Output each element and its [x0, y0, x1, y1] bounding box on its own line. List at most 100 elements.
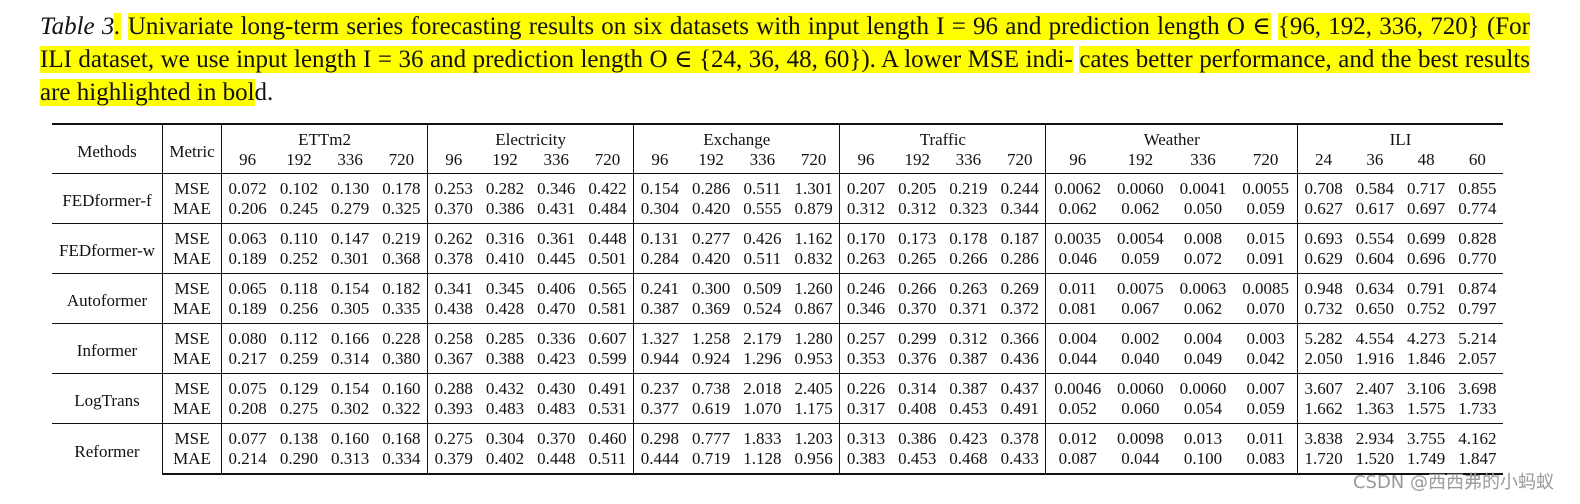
metric-label: MAE: [162, 298, 222, 324]
value-cell: 0.428: [485, 298, 525, 318]
value-cell: 0.627: [1296, 198, 1350, 224]
value-cell: 0.948: [1296, 273, 1350, 299]
value-cell: 0.012: [1045, 423, 1110, 449]
table-row-mae: MAE 0.214 0.290 0.313 0.334 0.379 0.402 0.448 0.…: [52, 448, 1503, 475]
value-cell: 1.070: [743, 398, 782, 418]
value-cell: 0.361: [530, 223, 582, 249]
value-cell: 3.698: [1451, 373, 1503, 399]
table-row-mae: MAE 0.206 0.245 0.279 0.325 0.370 0.386 0.431 0.…: [52, 198, 1503, 224]
value-cell: 0.436: [1000, 348, 1039, 368]
value-cell: 0.555: [743, 198, 782, 218]
value-cell: 0.206: [221, 198, 274, 224]
table-row-mae: MAE 0.189 0.252 0.301 0.368 0.378 0.410 0.445 0.…: [52, 248, 1503, 274]
method-group: Autoformer MSE 0.065 0.118 0.154 0.182 0.341 0.…: [52, 273, 1503, 324]
value-cell: 0.279: [331, 198, 370, 218]
value-cell: 0.075: [221, 373, 274, 399]
value-cell: 1.296: [743, 348, 782, 368]
value-cell: 0.062: [1183, 298, 1223, 318]
table-row-mse: Autoformer MSE 0.065 0.118 0.154 0.182 0.341 0.…: [52, 273, 1503, 324]
value-cell: 0.387: [949, 348, 988, 368]
value-cell: 0.453: [949, 398, 988, 418]
value-cell: 0.189: [221, 298, 274, 324]
value-cell: 0.0063: [1171, 273, 1235, 299]
value-cell: 0.336: [530, 323, 582, 349]
value-cell: 0.256: [279, 298, 319, 318]
value-cell: 0.059: [1246, 198, 1285, 218]
value-cell: 0.406: [530, 273, 582, 299]
value-cell: 0.067: [1121, 298, 1160, 318]
value-cell: 0.178: [375, 173, 428, 199]
value-cell: 0.266: [949, 248, 988, 268]
value-cell: 0.207: [839, 173, 892, 199]
value-cell: 0.008: [1171, 223, 1235, 249]
value-cell: 0.259: [279, 348, 319, 368]
value-cell: 0.378: [994, 423, 1046, 449]
value-cell: 0.299: [891, 323, 943, 349]
method-group: Informer MSE 0.080 0.112 0.166 0.228 0.258 0.28…: [52, 323, 1503, 374]
header-dataset-exchange: Exchange: [633, 123, 840, 150]
watermark: CSDN @西西弗的小蚂蚁: [1352, 472, 1554, 493]
value-cell: 0.367: [427, 348, 480, 374]
value-cell: 0.237: [633, 373, 686, 399]
value-cell: 0.341: [427, 273, 480, 299]
value-cell: 0.173: [891, 223, 943, 249]
value-cell: 0.874: [1451, 273, 1503, 299]
value-cell: 0.629: [1296, 248, 1350, 274]
value-cell: 0.0060: [1109, 373, 1172, 399]
value-cell: 0.697: [1406, 198, 1446, 218]
table-row-mae: MAE 0.208 0.275 0.302 0.322 0.393 0.483 0.483 0.…: [52, 398, 1503, 424]
header-horizon: 24: [1296, 149, 1350, 174]
value-cell: 0.335: [382, 298, 421, 318]
value-cell: 0.015: [1234, 223, 1298, 249]
value-cell: 0.719: [685, 448, 737, 475]
value-cell: 0.953: [794, 348, 833, 368]
value-cell: 0.170: [839, 223, 892, 249]
value-cell: 0.241: [633, 273, 686, 299]
value-cell: 0.077: [221, 423, 274, 449]
value-cell: 0.257: [839, 323, 892, 349]
value-cell: 0.160: [375, 373, 428, 399]
value-cell: 0.004: [1171, 323, 1235, 349]
value-cell: 0.0055: [1234, 173, 1298, 199]
value-cell: 0.166: [324, 323, 376, 349]
value-cell: 0.112: [273, 323, 325, 349]
value-cell: 0.402: [479, 448, 531, 475]
header-horizon: 96: [839, 149, 892, 174]
value-cell: 0.300: [685, 273, 737, 299]
value-cell: 0.322: [382, 398, 421, 418]
value-cell: 0.387: [633, 298, 686, 324]
value-cell: 0.060: [1121, 398, 1160, 418]
metric-label: MSE: [162, 423, 222, 449]
value-cell: 0.258: [427, 323, 480, 349]
value-cell: 1.128: [736, 448, 788, 475]
value-cell: 5.282: [1296, 323, 1350, 349]
value-cell: 0.386: [485, 198, 525, 218]
value-cell: 0.312: [898, 198, 937, 218]
value-cell: 0.453: [891, 448, 943, 475]
value-cell: 0.080: [221, 323, 274, 349]
table-caption: Table 3. Univariate long-term series for…: [40, 10, 1531, 109]
value-cell: 0.334: [375, 448, 428, 475]
value-cell: 0.484: [588, 198, 627, 218]
value-cell: 0.619: [692, 398, 731, 418]
value-cell: 0.129: [273, 373, 325, 399]
header-horizon: 192: [904, 149, 930, 169]
value-cell: 0.944: [633, 348, 686, 374]
value-cell: 1.175: [794, 398, 833, 418]
header-dataset-weather: Weather: [1045, 123, 1298, 150]
value-cell: 0.774: [1458, 198, 1497, 218]
value-cell: 0.460: [581, 423, 634, 449]
value-cell: 0.285: [479, 323, 531, 349]
value-cell: 0.313: [839, 423, 892, 449]
value-cell: 0.002: [1109, 323, 1172, 349]
header-methods: Methods: [52, 123, 163, 174]
table-row-mse: Informer MSE 0.080 0.112 0.166 0.228 0.258 0.28…: [52, 323, 1503, 374]
header-horizon: 60: [1468, 149, 1486, 169]
value-cell: 0.554: [1349, 223, 1401, 249]
header-metric: Metric: [162, 123, 222, 174]
value-cell: 0.607: [581, 323, 634, 349]
header-dataset-ettm2: ETTm2: [220, 123, 428, 150]
value-cell: 0.0060: [1171, 373, 1235, 399]
value-cell: 1.662: [1296, 398, 1350, 424]
value-cell: 0.304: [479, 423, 531, 449]
